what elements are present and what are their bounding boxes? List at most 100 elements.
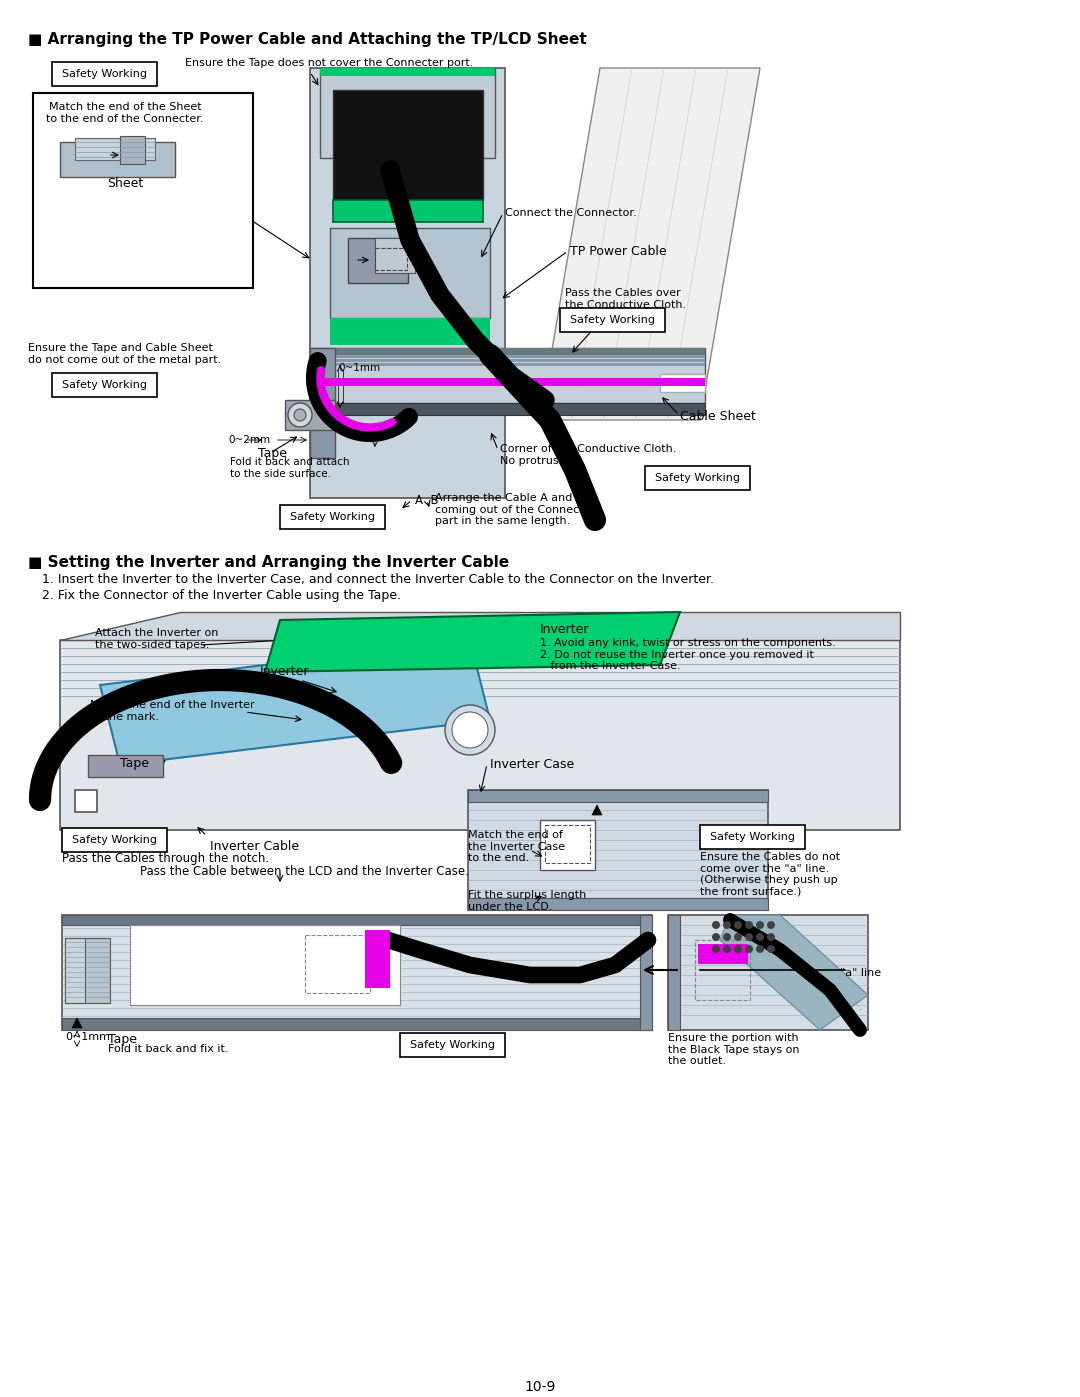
Text: Safety Working: Safety Working [570, 314, 654, 326]
Bar [330, 319, 490, 345]
Circle shape [756, 944, 764, 953]
Text: Safety Working: Safety Working [72, 835, 157, 845]
Bar [310, 402, 705, 415]
Bar [280, 504, 384, 529]
Bar [640, 915, 652, 1030]
Bar [330, 228, 490, 319]
Bar [320, 68, 495, 75]
Bar [87, 754, 163, 777]
Bar [285, 400, 335, 430]
Text: Tape: Tape [108, 1032, 137, 1046]
Circle shape [712, 933, 720, 942]
Circle shape [734, 921, 742, 929]
Text: 2. Fix the Connector of the Inverter Cable using the Tape.: 2. Fix the Connector of the Inverter Cab… [42, 590, 401, 602]
Circle shape [294, 409, 306, 420]
Bar [65, 937, 85, 1003]
Bar [468, 898, 768, 909]
Circle shape [745, 921, 753, 929]
Text: Safety Working: Safety Working [710, 833, 795, 842]
Bar [62, 915, 652, 1030]
Text: Ensure the Tape and Cable Sheet
do not come out of the metal part.: Ensure the Tape and Cable Sheet do not c… [28, 344, 221, 365]
Bar [75, 138, 156, 161]
Bar [62, 828, 167, 852]
Bar [333, 89, 483, 200]
Circle shape [745, 944, 753, 953]
Bar [468, 789, 768, 909]
Circle shape [288, 402, 312, 427]
Bar [669, 915, 868, 1030]
Bar [348, 237, 408, 284]
Text: Inverter
Case: Inverter Case [260, 665, 310, 693]
Bar [561, 307, 665, 332]
Text: Fold it back and fix it.: Fold it back and fix it. [108, 1044, 229, 1053]
Bar [660, 374, 705, 393]
Circle shape [756, 933, 764, 942]
Bar [33, 94, 253, 288]
Text: Fold it back and attach
to the side surface.: Fold it back and attach to the side surf… [230, 457, 350, 479]
Bar [310, 379, 705, 386]
Circle shape [734, 944, 742, 953]
Bar [62, 915, 652, 925]
Text: 0~2mm: 0~2mm [228, 434, 270, 446]
Text: Safety Working: Safety Working [62, 68, 147, 80]
Text: Inverter Cable: Inverter Cable [210, 840, 299, 854]
Bar [305, 935, 370, 993]
Bar [365, 930, 390, 988]
Bar [130, 925, 400, 1004]
Bar [310, 348, 705, 402]
Bar [310, 363, 705, 366]
Text: Corner of the Conductive Cloth.
No protrusion.: Corner of the Conductive Cloth. No protr… [500, 444, 676, 465]
Circle shape [767, 921, 775, 929]
Text: 10-9: 10-9 [524, 1380, 556, 1394]
Polygon shape [540, 68, 760, 420]
Bar [310, 348, 335, 458]
Circle shape [723, 944, 731, 953]
Text: "a" line: "a" line [840, 968, 881, 978]
Polygon shape [60, 612, 900, 640]
Bar [696, 940, 750, 1000]
Bar [310, 348, 705, 356]
Text: Arrange the Cable A and B
coming out of the Connector
part in the same length.: Arrange the Cable A and B coming out of … [435, 493, 595, 527]
Text: ■ Setting the Inverter and Arranging the Inverter Cable: ■ Setting the Inverter and Arranging the… [28, 555, 509, 570]
Bar [540, 820, 595, 870]
Bar [75, 789, 97, 812]
Circle shape [767, 944, 775, 953]
Text: 0~2mm: 0~2mm [356, 425, 399, 434]
Bar [400, 1032, 505, 1058]
Polygon shape [720, 915, 868, 1030]
Bar [52, 61, 157, 87]
Circle shape [756, 921, 764, 929]
Bar [545, 826, 590, 863]
Circle shape [723, 933, 731, 942]
Circle shape [734, 933, 742, 942]
Bar [310, 355, 705, 358]
Bar [52, 373, 157, 397]
Text: Safety Working: Safety Working [291, 511, 375, 522]
Bar [669, 915, 680, 1030]
Text: Match the end of
the Inverter Case
to the end.: Match the end of the Inverter Case to th… [468, 830, 565, 863]
Text: 0~1mm: 0~1mm [338, 363, 380, 373]
Text: Safety Working: Safety Working [410, 1039, 495, 1051]
Text: Safety Working: Safety Working [62, 380, 147, 390]
Text: Safety Working: Safety Working [654, 474, 740, 483]
Text: A  B: A B [415, 495, 438, 507]
Text: Ensure the Cables do not
come over the "a" line.
(Otherwise they push up
the fro: Ensure the Cables do not come over the "… [700, 852, 840, 897]
Circle shape [767, 933, 775, 942]
Text: Match the end of the Inverter
to the mark.: Match the end of the Inverter to the mar… [90, 700, 255, 722]
Bar [60, 142, 175, 177]
Polygon shape [592, 805, 602, 814]
Polygon shape [265, 612, 680, 672]
Text: ■ Arranging the TP Power Cable and Attaching the TP/LCD Sheet: ■ Arranging the TP Power Cable and Attac… [28, 32, 586, 47]
Text: Pass the Cables over
the Conductive Cloth.: Pass the Cables over the Conductive Clot… [565, 288, 686, 310]
Text: Fit the surplus length
under the LCD.: Fit the surplus length under the LCD. [468, 890, 586, 912]
Text: Ensure the Tape does not cover the Connecter port.: Ensure the Tape does not cover the Conne… [185, 59, 473, 68]
Text: Inverter: Inverter [540, 623, 590, 636]
Circle shape [445, 705, 495, 754]
Polygon shape [352, 710, 362, 719]
Polygon shape [100, 640, 490, 766]
Bar [698, 944, 748, 964]
Bar [320, 68, 495, 158]
Text: 1. Avoid any kink, twist or stress on the components.
2. Do not reuse the Invert: 1. Avoid any kink, twist or stress on th… [540, 638, 836, 671]
Bar [375, 249, 407, 270]
Text: TP Power Cable: TP Power Cable [570, 244, 666, 258]
